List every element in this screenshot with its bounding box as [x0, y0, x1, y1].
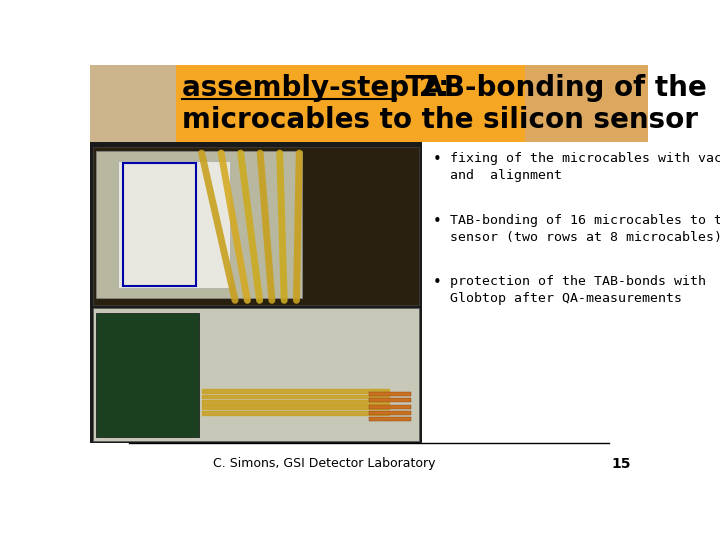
Text: TAB-bonding of the: TAB-bonding of the	[396, 74, 706, 102]
Text: microcables to the silicon sensor: microcables to the silicon sensor	[182, 106, 698, 134]
Bar	[93, 308, 419, 441]
Text: •: •	[433, 275, 442, 290]
Bar	[124, 164, 196, 286]
Text: TAB-bonding of 16 microcables to the
sensor (two rows at 8 microcables): TAB-bonding of 16 microcables to the sen…	[450, 214, 720, 244]
Bar	[90, 443, 648, 481]
Text: protection of the TAB-bonds with
Globtop after QA-measurements: protection of the TAB-bonds with Globtop…	[450, 275, 706, 305]
Bar	[118, 161, 230, 288]
Text: 15: 15	[612, 457, 631, 471]
Text: fixing of the microcables with vacuum
and  alignment: fixing of the microcables with vacuum an…	[450, 152, 720, 182]
Bar	[90, 65, 648, 141]
Bar	[369, 411, 411, 415]
Bar	[526, 65, 648, 141]
Bar	[96, 313, 199, 437]
Bar	[369, 392, 411, 396]
Bar	[90, 141, 422, 443]
Bar	[90, 65, 176, 141]
Text: assembly-step 2:: assembly-step 2:	[182, 74, 449, 102]
Text: •: •	[433, 152, 442, 167]
Text: C. Simons, GSI Detector Laboratory: C. Simons, GSI Detector Laboratory	[213, 457, 436, 470]
Text: •: •	[433, 214, 442, 228]
Bar	[369, 399, 411, 402]
Bar	[96, 151, 302, 298]
Bar	[93, 147, 419, 305]
Bar	[369, 404, 411, 409]
Bar	[369, 417, 411, 421]
